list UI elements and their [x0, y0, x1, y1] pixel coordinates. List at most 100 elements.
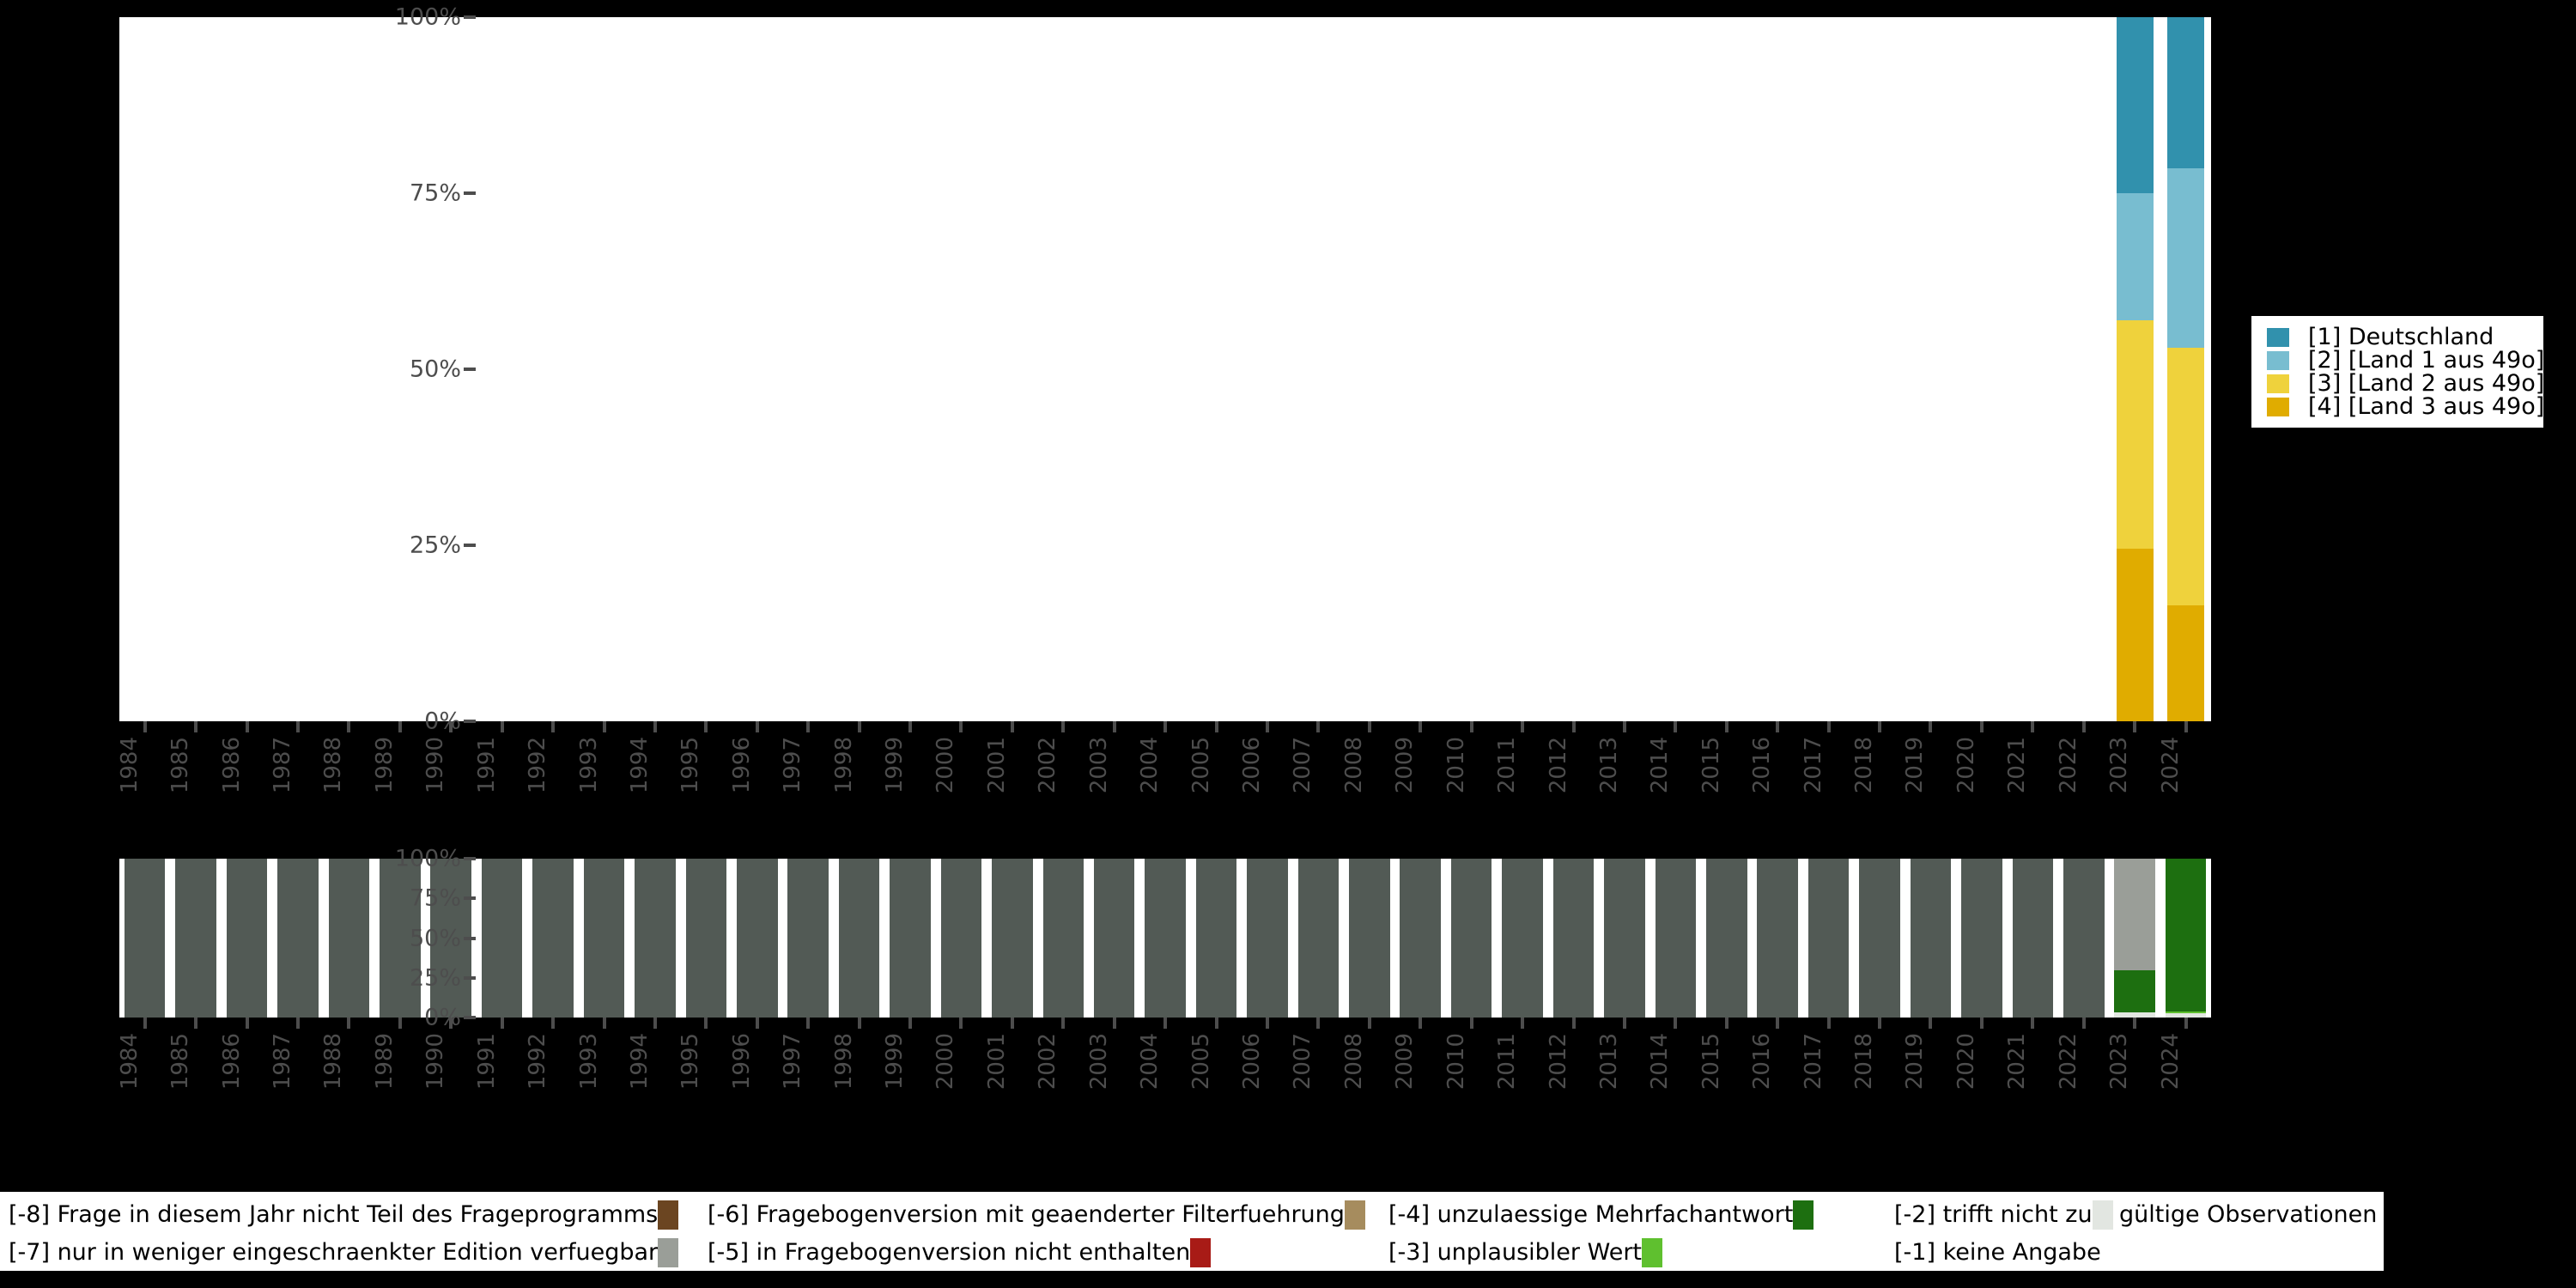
- top-bar-column: [681, 17, 732, 721]
- code-legend-label: [-1] keine Angabe: [1894, 1239, 2101, 1266]
- bottom-stacked-bar: [1400, 859, 1442, 1018]
- bottom-bar-column: [579, 859, 629, 1018]
- code-legend-item[interactable]: [-1] keine Angabe: [1894, 1233, 2101, 1273]
- bottom-x-tick: 1995: [677, 1018, 732, 1146]
- bottom-x-tick-mark: [551, 1018, 556, 1029]
- top-bar-column: [170, 17, 221, 721]
- bottom-x-tick-label: 2022: [2055, 1033, 2081, 1091]
- bottom-stacked-bar: [1195, 859, 1237, 1018]
- bottom-bar-segment: [1400, 859, 1442, 1018]
- bottom-bar-column: [1242, 859, 1292, 1018]
- bottom-x-tick: 2005: [1188, 1018, 1242, 1146]
- top-bar-column: [2008, 17, 2058, 721]
- bottom-bar-column: [2109, 859, 2160, 1018]
- bottom-x-tick-mark: [2031, 1018, 2035, 1029]
- bottom-x-tick: 2004: [1137, 1018, 1190, 1146]
- bottom-bar-segment: [1910, 859, 1952, 1018]
- bottom-stacked-bar: [1297, 859, 1340, 1018]
- top-x-tick-label: 2002: [1035, 737, 1061, 794]
- bottom-bar-segment: [2165, 1011, 2207, 1014]
- top-y-tick-label: 0%: [424, 708, 461, 735]
- bottom-bar-column: [1753, 859, 1803, 1018]
- code-legend-item[interactable]: [-5] in Fragebogenversion nicht enthalte…: [708, 1233, 1212, 1273]
- code-legend-item[interactable]: [-3] unplausibler Wert: [1388, 1233, 1663, 1273]
- bottom-x-tick: 2018: [1850, 1018, 1905, 1146]
- series-legend-item[interactable]: [1] Deutschland: [2267, 325, 2531, 349]
- bottom-x-tick-mark: [194, 1018, 198, 1029]
- bottom-x-tick: 1997: [780, 1018, 833, 1146]
- bottom-x-tick-label: 2018: [1850, 1033, 1877, 1091]
- bottom-x-tick-label: 2015: [1698, 1033, 1724, 1091]
- top-bar-column: [2160, 17, 2211, 721]
- top-x-tick: 2013: [1596, 721, 1649, 841]
- bottom-bar-segment: [1145, 859, 1186, 1018]
- bottom-bar-segment: [1604, 859, 1645, 1018]
- top-x-tick-mark: [2081, 721, 2086, 732]
- bottom-x-tick: 1996: [729, 1018, 782, 1146]
- code-legend-label: [-3] unplausibler Wert: [1388, 1239, 1643, 1266]
- top-x-tick: 1990: [422, 721, 477, 841]
- code-legend-item[interactable]: [-6] Fragebogenversion mit geaenderter F…: [708, 1195, 1365, 1235]
- top-x-tick-label: 2009: [1392, 737, 1419, 794]
- top-bar-column: [1139, 17, 1190, 721]
- top-bar-column: [1038, 17, 1089, 721]
- bottom-x-tick-label: 2002: [1035, 1033, 1061, 1091]
- bottom-x-tick: 2007: [1290, 1018, 1344, 1146]
- bottom-bar-column: [1650, 859, 1701, 1018]
- bottom-x-tick: 1993: [575, 1018, 629, 1146]
- top-x-tick-label: 2011: [1494, 737, 1521, 794]
- bottom-x-tick: 2012: [1545, 1018, 1599, 1146]
- series-legend-item[interactable]: [4] [Land 3 aus 49o]: [2267, 395, 2544, 418]
- bottom-stacked-bar: [277, 859, 319, 1018]
- bottom-bar-column: [222, 859, 272, 1018]
- top-x-tick-mark: [806, 721, 811, 732]
- bottom-x-tick: 1984: [117, 1018, 170, 1146]
- top-x-tick: 2024: [2157, 721, 2211, 841]
- bottom-x-tick-mark: [1826, 1018, 1831, 1029]
- top-x-tick-label: 2021: [2004, 737, 2031, 794]
- code-legend-label: [-5] in Fragebogenversion nicht enthalte…: [708, 1239, 1191, 1266]
- top-bar-column: [1548, 17, 1599, 721]
- series-legend-item[interactable]: [3] [Land 2 aus 49o]: [2267, 372, 2544, 395]
- bottom-x-tick-mark: [1724, 1018, 1728, 1029]
- bottom-bar-column: [782, 859, 833, 1018]
- bottom-x-tick: 2009: [1392, 1018, 1446, 1146]
- top-x-tick: 2004: [1137, 721, 1190, 841]
- bottom-x-tick: 1990: [422, 1018, 477, 1146]
- bottom-bar-segment: [1042, 859, 1084, 1018]
- bottom-x-tick-mark: [857, 1018, 861, 1029]
- top-x-tick-label: 2022: [2055, 737, 2081, 794]
- bottom-x-tick-mark: [959, 1018, 963, 1029]
- bottom-x-tick-label: 1997: [780, 1033, 806, 1091]
- top-x-tick: 1995: [677, 721, 732, 841]
- code-legend-item[interactable]: [-7] nur in weniger eingeschraenkter Edi…: [9, 1233, 679, 1273]
- bottom-bar-segment: [1655, 859, 1697, 1018]
- top-x-tick-label: 1995: [677, 737, 704, 794]
- bottom-bar-segment: [1757, 859, 1798, 1018]
- top-bar-segment: [2116, 17, 2154, 194]
- top-x-tick-label: 1984: [116, 737, 143, 794]
- series-legend-item[interactable]: [2] [Land 1 aus 49o]: [2267, 349, 2544, 372]
- top-x-tick: 2009: [1392, 721, 1446, 841]
- top-x-tick-label: 2003: [1085, 737, 1112, 794]
- code-legend-item[interactable]: [-8] Frage in diesem Jahr nicht Teil des…: [9, 1195, 679, 1235]
- top-x-tick-label: 1999: [881, 737, 908, 794]
- bottom-bar-segment: [124, 859, 166, 1018]
- bottom-x-tick: 1989: [372, 1018, 425, 1146]
- bottom-x-tick-mark: [347, 1018, 351, 1029]
- top-x-tick: 1996: [729, 721, 782, 841]
- bottom-bar-column: [2008, 859, 2058, 1018]
- top-bar-column: [1599, 17, 1649, 721]
- bottom-x-tick-mark: [398, 1018, 402, 1029]
- bottom-bar-column: [2058, 859, 2109, 1018]
- code-legend-item[interactable]: [-4] unzulaessige Mehrfachantwort: [1388, 1195, 1814, 1235]
- code-legend-item[interactable]: gültige Observationen: [2119, 1195, 2377, 1235]
- bottom-bar-column: [477, 859, 527, 1018]
- bottom-x-tick-label: 1990: [422, 1033, 449, 1091]
- bottom-bar-segment: [1807, 859, 1850, 1018]
- code-legend-swatch: [1642, 1238, 1663, 1267]
- code-legend-item[interactable]: [-2] trifft nicht zu: [1894, 1195, 2113, 1235]
- top-bar-column: [884, 17, 935, 721]
- top-bar-column: [1293, 17, 1344, 721]
- code-legend-label: [-4] unzulaessige Mehrfachantwort: [1388, 1201, 1794, 1228]
